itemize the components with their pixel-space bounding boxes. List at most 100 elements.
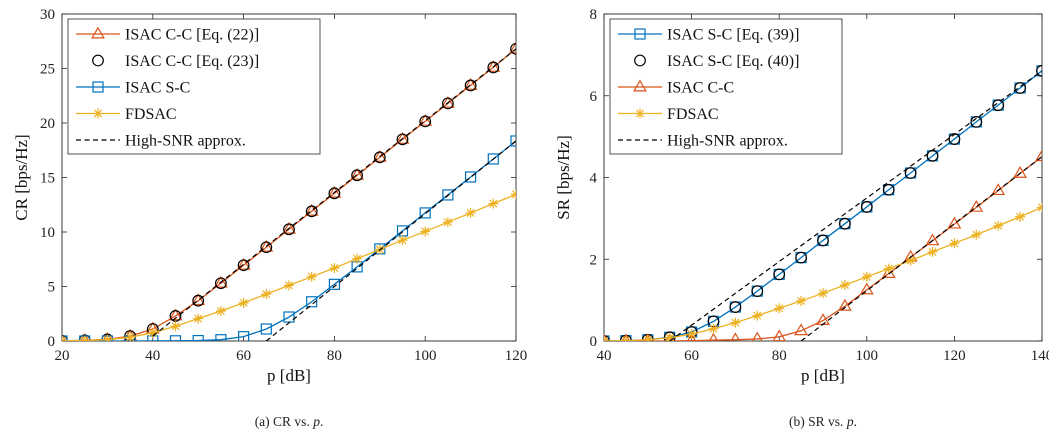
data-point bbox=[351, 169, 364, 182]
data-point bbox=[395, 131, 410, 144]
legend-label: FDSAC bbox=[667, 106, 719, 123]
data-point bbox=[509, 41, 516, 54]
data-point bbox=[170, 321, 181, 332]
legend-label: FDSAC bbox=[125, 106, 177, 123]
data-point bbox=[487, 61, 500, 74]
data-point bbox=[442, 217, 453, 228]
series-line bbox=[152, 48, 516, 337]
series-isac-c-c bbox=[604, 149, 1042, 341]
data-point bbox=[751, 285, 764, 298]
data-point bbox=[949, 238, 960, 249]
data-point bbox=[213, 275, 228, 288]
data-point bbox=[215, 334, 227, 341]
data-point bbox=[372, 149, 387, 162]
data-point bbox=[861, 271, 872, 282]
panel-cr-vs-p: 20 40 60 80 100 120 0 5 10 15 20 25 30 p [dB] CR [bps/… bbox=[12, 7, 527, 429]
series-line bbox=[604, 156, 1042, 341]
legend-label: ISAC S-C [Eq. (40)] bbox=[667, 53, 799, 70]
legend-swatch-marker bbox=[91, 26, 105, 39]
data-point bbox=[665, 333, 675, 341]
legend-entry: High-SNR approx. bbox=[618, 133, 788, 150]
x-axis-label: p [dB] bbox=[267, 366, 311, 385]
data-point bbox=[687, 333, 697, 341]
data-point bbox=[419, 207, 431, 219]
data-point bbox=[947, 216, 962, 229]
y-tick-label: 0 bbox=[590, 334, 598, 350]
data-point bbox=[260, 241, 273, 254]
data-point bbox=[620, 335, 631, 341]
data-point bbox=[80, 333, 90, 341]
data-point bbox=[440, 95, 455, 108]
legend-entry: ISAC S-C bbox=[76, 80, 190, 97]
data-point bbox=[236, 257, 251, 270]
legend-label: ISAC S-C bbox=[125, 80, 190, 97]
x-tick-label: 120 bbox=[943, 348, 966, 364]
data-point bbox=[1015, 211, 1026, 222]
caption-variable: p bbox=[846, 414, 854, 429]
x-tick-label: 80 bbox=[327, 348, 342, 364]
data-point bbox=[169, 335, 182, 341]
legend-swatch-marker bbox=[633, 79, 647, 92]
data-point bbox=[352, 253, 363, 264]
data-point bbox=[488, 198, 499, 209]
legend-label: ISAC C-C bbox=[667, 80, 734, 97]
data-point bbox=[883, 263, 894, 274]
legend-swatch-marker bbox=[92, 54, 104, 67]
series-line bbox=[62, 193, 516, 341]
caption-suffix: . bbox=[854, 414, 857, 429]
data-point bbox=[1014, 82, 1026, 94]
data-point bbox=[465, 207, 476, 218]
data-point bbox=[125, 332, 136, 341]
data-point bbox=[306, 271, 317, 282]
data-point bbox=[708, 323, 719, 334]
panel-sr-vs-p: 40 60 80 100 120 140 0 2 4 6 8 p [dB] SR [bps/Hz] (b)… bbox=[554, 7, 1049, 429]
data-point bbox=[191, 293, 206, 306]
y-tick-label: 15 bbox=[40, 171, 55, 187]
data-point bbox=[463, 78, 478, 90]
data-point bbox=[327, 185, 342, 198]
data-point bbox=[192, 294, 205, 307]
data-point bbox=[328, 278, 340, 290]
legend-entry: ISAC S-C [Eq. (40)] bbox=[634, 53, 799, 70]
caption-suffix: . bbox=[320, 414, 323, 429]
data-point bbox=[817, 234, 829, 247]
data-point bbox=[486, 60, 501, 72]
data-point bbox=[261, 289, 272, 300]
legend-swatch-marker bbox=[635, 108, 645, 119]
data-point bbox=[420, 226, 431, 237]
y-tick-label: 8 bbox=[590, 7, 598, 23]
figure-caption: (a) CR vs. p. bbox=[255, 414, 324, 429]
legend-swatch-marker bbox=[634, 54, 646, 67]
y-tick-label: 30 bbox=[40, 7, 55, 23]
legend-swatch-marker bbox=[634, 28, 646, 40]
data-point bbox=[306, 296, 318, 308]
x-tick-label: 20 bbox=[55, 348, 70, 364]
data-point bbox=[238, 331, 250, 341]
x-tick-label: 60 bbox=[684, 348, 699, 364]
data-point bbox=[215, 306, 226, 317]
data-point bbox=[350, 167, 365, 180]
data-point bbox=[329, 262, 340, 273]
data-point bbox=[642, 334, 653, 341]
data-point bbox=[992, 99, 1005, 112]
data-point bbox=[192, 334, 204, 341]
x-tick-label: 140 bbox=[1031, 348, 1049, 364]
data-point bbox=[772, 329, 786, 341]
data-point bbox=[969, 199, 984, 212]
data-point bbox=[860, 201, 873, 213]
data-point bbox=[751, 331, 763, 341]
caption-prefix: (b) SR vs. bbox=[789, 414, 847, 429]
data-point bbox=[927, 246, 938, 257]
y-tick-label: 6 bbox=[590, 89, 598, 105]
x-tick-label: 100 bbox=[856, 348, 879, 364]
data-point bbox=[169, 310, 182, 322]
data-point bbox=[259, 239, 274, 252]
data-point bbox=[774, 303, 785, 314]
data-point bbox=[510, 135, 516, 147]
data-point bbox=[396, 133, 409, 146]
legend-swatch-marker bbox=[93, 108, 103, 119]
data-point bbox=[284, 280, 294, 291]
legend: ISAC S-C [Eq. (39)] ISAC S-C [Eq. (40)] IS… bbox=[609, 18, 843, 155]
x-tick-label: 60 bbox=[236, 348, 251, 364]
